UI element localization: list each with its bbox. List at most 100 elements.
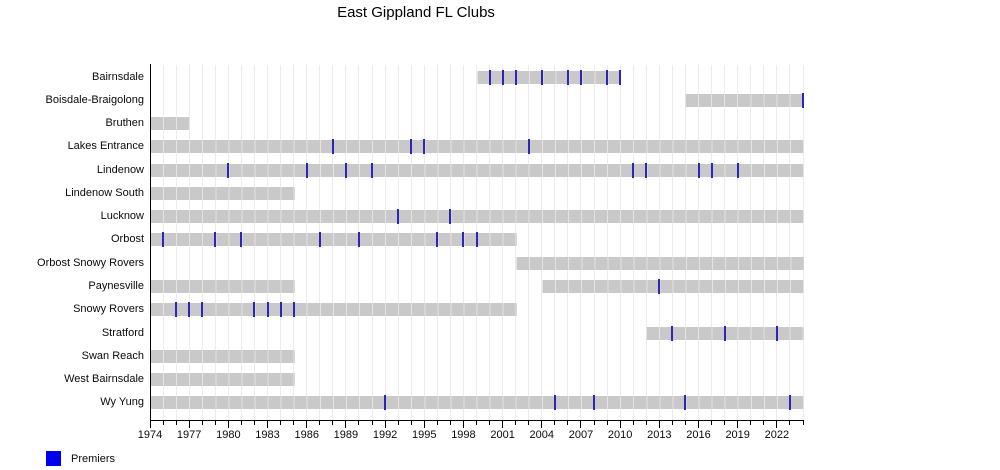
premier-tick-2016 xyxy=(697,162,700,178)
x-minor-tick-1990 xyxy=(358,421,360,425)
x-major-tick-1995 xyxy=(423,421,425,428)
legend-label: Premiers xyxy=(71,452,116,465)
gridline-year-2014 xyxy=(671,65,673,420)
gridline-year-2009 xyxy=(606,65,608,420)
x-major-tick-1974 xyxy=(149,421,151,428)
gridline-year-2003 xyxy=(528,65,530,420)
premier-tick-2019 xyxy=(736,162,739,178)
premier-tick-1988 xyxy=(331,139,334,155)
club-bar xyxy=(150,373,295,387)
premier-tick-1984 xyxy=(279,302,282,318)
x-minor-tick-1988 xyxy=(332,421,334,425)
gridline-year-2017 xyxy=(711,65,713,420)
x-axis-label-1980: 1980 xyxy=(216,429,241,441)
club-label: Lucknow xyxy=(100,210,144,223)
premier-tick-1993 xyxy=(397,209,400,225)
gridline-year-2018 xyxy=(724,65,726,420)
x-minor-tick-1991 xyxy=(371,421,373,425)
legend: Premiers xyxy=(46,451,115,466)
x-minor-tick-1994 xyxy=(410,421,412,425)
x-axis-label-2022: 2022 xyxy=(764,429,790,441)
x-minor-tick-1984 xyxy=(280,421,282,425)
gridline-year-2004 xyxy=(541,65,543,420)
x-minor-tick-2012 xyxy=(645,421,647,425)
x-major-tick-2019 xyxy=(737,421,739,428)
x-minor-tick-2020 xyxy=(750,421,752,425)
x-major-tick-1992 xyxy=(384,421,386,428)
y-axis-line xyxy=(150,64,151,421)
premier-tick-1976 xyxy=(175,302,178,318)
club-bar xyxy=(515,256,804,270)
premier-tick-1977 xyxy=(188,302,191,318)
premier-tick-1997 xyxy=(449,209,452,225)
premier-tick-2013 xyxy=(658,279,661,295)
club-label: Orbost xyxy=(110,233,144,246)
premier-tick-2017 xyxy=(710,162,713,178)
club-label: Lakes Entrance xyxy=(67,140,144,153)
x-axis-label-1992: 1992 xyxy=(372,429,398,441)
x-axis-label-1998: 1998 xyxy=(451,429,476,441)
x-axis-line xyxy=(150,420,804,421)
club-bar xyxy=(150,140,804,154)
premier-tick-2008 xyxy=(593,395,596,411)
premier-tick-1981 xyxy=(240,232,243,248)
gridline-year-2007 xyxy=(580,65,582,420)
club-bar xyxy=(685,93,804,107)
premiers-swatch-icon xyxy=(46,451,61,466)
premier-tick-2005 xyxy=(553,395,556,411)
premier-tick-2006 xyxy=(566,69,569,85)
x-minor-tick-2000 xyxy=(489,421,491,425)
gridline-year-2022 xyxy=(776,65,778,420)
gridline-year-2021 xyxy=(763,65,765,420)
x-minor-tick-1979 xyxy=(214,421,216,425)
premier-tick-1986 xyxy=(305,162,308,178)
x-axis-label-1983: 1983 xyxy=(255,429,280,441)
club-bar xyxy=(150,117,191,131)
gridline-year-2010 xyxy=(619,65,621,420)
premier-tick-1994 xyxy=(410,139,413,155)
x-major-tick-2022 xyxy=(776,421,778,428)
club-label: Boisdale-Braigolong xyxy=(45,93,144,106)
club-label: Swan Reach xyxy=(81,349,144,362)
x-minor-tick-2021 xyxy=(763,421,765,425)
x-minor-tick-1978 xyxy=(201,421,203,425)
club-label: Bairnsdale xyxy=(92,70,144,83)
premier-tick-2007 xyxy=(579,69,582,85)
x-major-tick-1989 xyxy=(345,421,347,428)
x-axis-label-1995: 1995 xyxy=(412,429,437,441)
x-minor-tick-2005 xyxy=(554,421,556,425)
club-label: Stratford xyxy=(101,326,144,339)
club-label: Snowy Rovers xyxy=(73,303,144,316)
x-minor-tick-2002 xyxy=(515,421,517,425)
x-minor-tick-2009 xyxy=(606,421,608,425)
premier-tick-2015 xyxy=(684,395,687,411)
premier-tick-2018 xyxy=(723,325,726,341)
club-label: Paynesville xyxy=(88,280,144,293)
x-major-tick-1986 xyxy=(306,421,308,428)
club-bar xyxy=(150,163,804,177)
premier-tick-1975 xyxy=(162,232,165,248)
x-major-tick-1977 xyxy=(188,421,190,428)
premier-tick-1992 xyxy=(384,395,387,411)
x-minor-tick-1976 xyxy=(175,421,177,425)
premier-tick-1980 xyxy=(227,162,230,178)
premier-tick-2023 xyxy=(788,395,791,411)
premier-tick-2022 xyxy=(775,325,778,341)
x-axis-label-1977: 1977 xyxy=(176,429,202,441)
chart-title: East Gippland FL Clubs xyxy=(337,4,495,21)
x-axis-label-2013: 2013 xyxy=(647,429,672,441)
x-minor-tick-2015 xyxy=(684,421,686,425)
club-label: Bruthen xyxy=(105,117,144,130)
gridline-year-2019 xyxy=(737,65,739,420)
x-minor-tick-2006 xyxy=(567,421,569,425)
club-bar xyxy=(541,280,804,294)
x-axis-label-2016: 2016 xyxy=(686,429,711,441)
x-minor-tick-2011 xyxy=(632,421,634,425)
gridline-year-2016 xyxy=(698,65,700,420)
x-minor-tick-1996 xyxy=(436,421,438,425)
premier-tick-2011 xyxy=(632,162,635,178)
club-bar xyxy=(476,70,622,84)
premier-tick-2003 xyxy=(527,139,530,155)
premier-tick-2000 xyxy=(488,69,491,85)
